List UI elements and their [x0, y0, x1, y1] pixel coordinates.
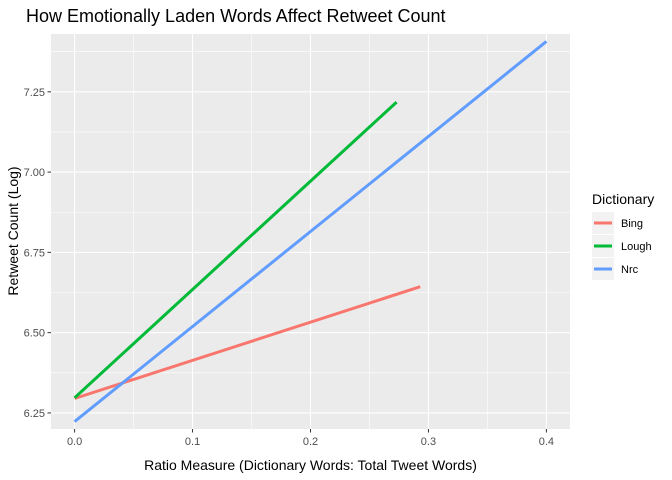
legend: Dictionary Bing Lough Nrc [592, 191, 654, 280]
series-lines [73, 40, 548, 423]
y-tick-label: 6.25 [24, 408, 45, 420]
chart-title: How Emotionally Laden Words Affect Retwe… [26, 6, 446, 26]
series-line-lough [73, 100, 398, 399]
y-tick-label: 6.50 [24, 328, 45, 340]
legend-label-bing: Bing [621, 218, 643, 230]
x-tick-label: 0.2 [303, 436, 318, 448]
x-tick-label: 0.4 [539, 436, 554, 448]
legend-label-nrc: Nrc [621, 264, 639, 276]
legend-title: Dictionary [592, 191, 654, 207]
legend-items: Bing Lough Nrc [592, 212, 652, 280]
x-axis: 0.0 0.1 0.2 0.3 0.4 [67, 429, 554, 448]
y-tick-label: 7.25 [24, 87, 45, 99]
x-tick-label: 0.3 [421, 436, 436, 448]
legend-label-lough: Lough [621, 241, 652, 253]
y-axis: 6.25 6.50 6.75 7.00 7.25 [24, 87, 51, 420]
x-tick-label: 0.0 [67, 436, 82, 448]
series-line-bing [74, 285, 421, 400]
series-line-nrc [73, 40, 548, 423]
y-tick-label: 6.75 [24, 247, 45, 259]
x-axis-title: Ratio Measure (Dictionary Words: Total T… [144, 457, 477, 473]
x-tick-label: 0.1 [185, 436, 200, 448]
y-axis-title: Retweet Count (Log) [5, 166, 21, 295]
y-tick-label: 7.00 [24, 167, 45, 179]
